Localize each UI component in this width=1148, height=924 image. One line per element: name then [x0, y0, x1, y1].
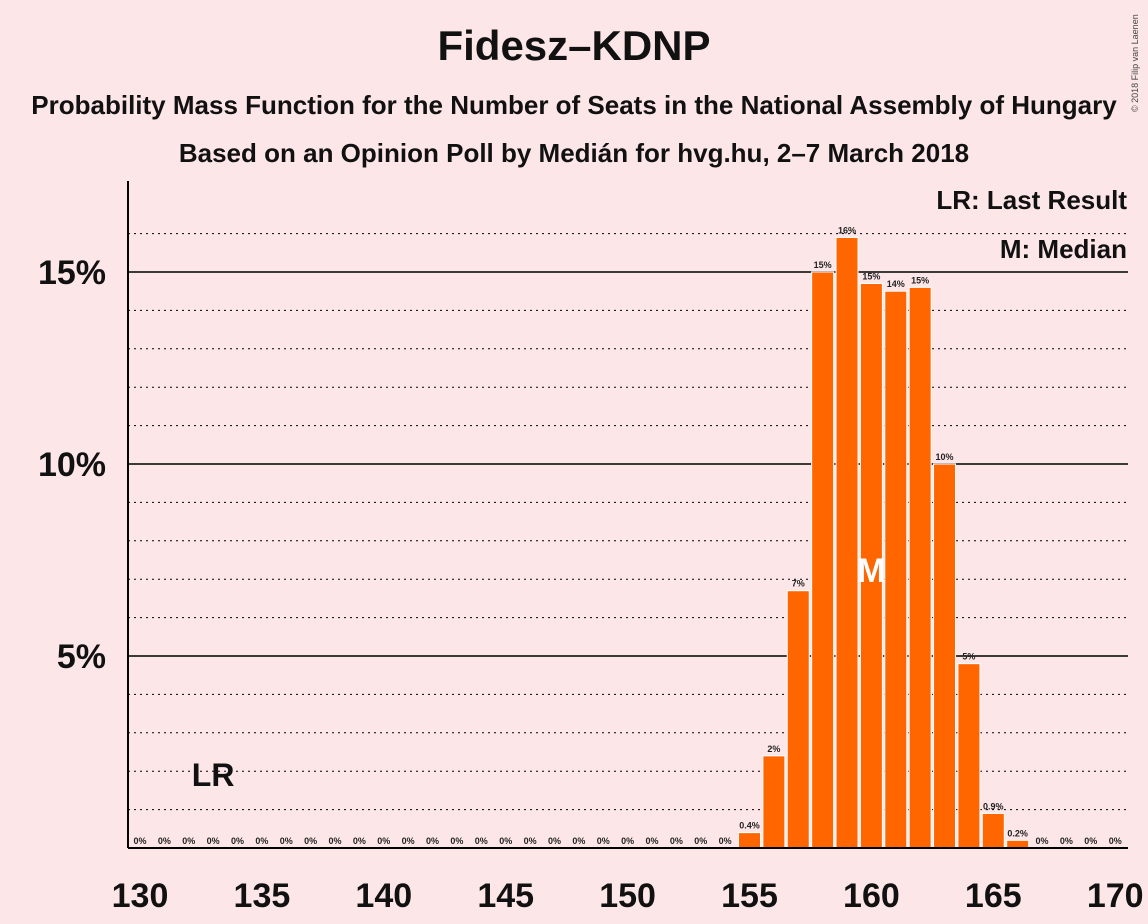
markers: LR M [192, 552, 886, 793]
x-tick-label: 150 [599, 877, 656, 915]
x-tick-label: 160 [843, 877, 900, 915]
legend-median: M: Median [1000, 234, 1127, 264]
y-tick-labels: 5% 10% 15% [38, 254, 106, 676]
x-tick-label: 155 [721, 877, 778, 915]
bar-164 [957, 663, 981, 849]
bar-label-162: 15% [911, 275, 929, 285]
bar-value-labels: 0% 0% 0% 0% 0% 0% 0% 0% 0% 0% 0% 0% 0% 0% 0% 0% 0% 0% 0% 0%… [133, 225, 1121, 846]
bar-label-164: 5% [962, 652, 975, 662]
bar-label-166: 0.2% [1007, 828, 1028, 838]
last-result-marker: LR [192, 757, 235, 793]
bar-label-168: 0% [1060, 836, 1073, 846]
x-tick-label: 145 [477, 877, 534, 915]
bar-155 [738, 832, 761, 849]
bar-label-160: 15% [862, 272, 880, 282]
bar-label-150: 0% [621, 836, 634, 846]
bar-161 [884, 290, 908, 849]
bar-label-170: 0% [1109, 836, 1122, 846]
bar-158 [811, 271, 835, 849]
x-tick-labels: 130 135 140 145 150 155 160 165 170 [112, 877, 1144, 915]
bar-label-148: 0% [572, 836, 585, 846]
x-tick-label: 165 [965, 877, 1022, 915]
bar-label-155: 0.4% [739, 821, 760, 831]
y-tick-label: 10% [38, 446, 106, 484]
bar-label-156: 2% [767, 744, 780, 754]
bar-label-132: 0% [182, 836, 195, 846]
legend: LR: Last Result M: Median [936, 185, 1127, 264]
bar-label-157: 7% [792, 579, 805, 589]
bar-label-138: 0% [329, 836, 342, 846]
bar-label-135: 0% [255, 836, 268, 846]
median-marker: M [857, 552, 885, 590]
bar-163 [933, 463, 957, 849]
chart-title: Fidesz–KDNP [437, 22, 711, 69]
bar-label-133: 0% [207, 836, 220, 846]
bar-label-147: 0% [548, 836, 561, 846]
bar-label-141: 0% [402, 836, 415, 846]
y-tick-label: 15% [38, 254, 106, 292]
bar-label-163: 10% [936, 452, 954, 462]
bar-label-153: 0% [694, 836, 707, 846]
bar-159 [835, 236, 859, 849]
bar-label-131: 0% [158, 836, 171, 846]
bar-label-161: 14% [887, 279, 905, 289]
bar-label-159: 16% [838, 225, 856, 235]
bar-165 [981, 812, 1005, 849]
bar-label-152: 0% [670, 836, 683, 846]
bar-label-146: 0% [524, 836, 537, 846]
bar-label-151: 0% [645, 836, 658, 846]
bar-label-145: 0% [499, 836, 512, 846]
chart-subtitle: Probability Mass Function for the Number… [31, 90, 1117, 120]
x-tick-label: 140 [355, 877, 412, 915]
x-tick-label: 135 [234, 877, 291, 915]
bar-label-136: 0% [280, 836, 293, 846]
bar-157 [786, 590, 810, 849]
bar-156 [762, 755, 786, 849]
bar-label-142: 0% [426, 836, 439, 846]
bar-label-139: 0% [353, 836, 366, 846]
legend-last-result: LR: Last Result [936, 185, 1127, 215]
x-tick-label: 130 [112, 877, 169, 915]
bar-label-158: 15% [814, 260, 832, 270]
bar-label-165: 0.9% [983, 801, 1004, 811]
bar-label-143: 0% [450, 836, 463, 846]
bar-label-134: 0% [231, 836, 244, 846]
bar-label-169: 0% [1084, 836, 1097, 846]
bar-162 [908, 286, 932, 849]
chart-subtitle-source: Based on an Opinion Poll by Medián for h… [178, 138, 970, 168]
bar-label-137: 0% [304, 836, 317, 846]
bars [738, 236, 1030, 849]
y-tick-label: 5% [57, 638, 106, 676]
bar-166 [1006, 839, 1030, 849]
axes [127, 181, 1128, 849]
bar-label-144: 0% [475, 836, 488, 846]
bar-label-167: 0% [1036, 836, 1049, 846]
bar-label-140: 0% [377, 836, 390, 846]
bar-label-130: 0% [133, 836, 146, 846]
x-tick-label: 170 [1087, 877, 1144, 915]
bar-label-149: 0% [597, 836, 610, 846]
grid-lines [128, 233, 1128, 811]
bar-label-154: 0% [719, 836, 732, 846]
